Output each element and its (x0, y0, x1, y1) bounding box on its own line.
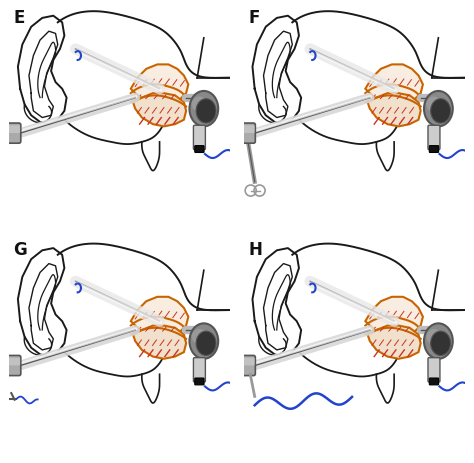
Polygon shape (365, 64, 423, 106)
Polygon shape (133, 325, 186, 359)
Polygon shape (131, 64, 188, 106)
Ellipse shape (196, 99, 216, 123)
Polygon shape (365, 297, 423, 339)
Polygon shape (367, 93, 421, 126)
FancyBboxPatch shape (429, 378, 438, 385)
FancyBboxPatch shape (237, 125, 255, 133)
FancyBboxPatch shape (429, 146, 438, 152)
Ellipse shape (426, 96, 442, 112)
Ellipse shape (190, 323, 218, 359)
FancyBboxPatch shape (193, 125, 205, 150)
FancyBboxPatch shape (193, 357, 205, 382)
Polygon shape (367, 325, 421, 359)
Ellipse shape (424, 323, 453, 359)
Ellipse shape (191, 329, 207, 344)
Ellipse shape (431, 99, 451, 123)
FancyBboxPatch shape (2, 125, 20, 133)
FancyBboxPatch shape (234, 128, 241, 138)
FancyBboxPatch shape (2, 123, 21, 143)
FancyBboxPatch shape (0, 361, 6, 370)
FancyBboxPatch shape (2, 356, 21, 375)
Ellipse shape (196, 331, 216, 356)
FancyBboxPatch shape (195, 378, 204, 385)
FancyBboxPatch shape (237, 356, 255, 375)
FancyBboxPatch shape (234, 361, 241, 370)
Polygon shape (133, 93, 186, 126)
FancyBboxPatch shape (195, 146, 204, 152)
FancyBboxPatch shape (2, 357, 20, 365)
Text: H: H (248, 242, 262, 259)
Ellipse shape (190, 91, 218, 126)
Polygon shape (131, 297, 188, 339)
FancyBboxPatch shape (428, 125, 440, 150)
Ellipse shape (191, 96, 207, 112)
Text: G: G (13, 242, 27, 259)
FancyBboxPatch shape (237, 123, 255, 143)
FancyBboxPatch shape (0, 128, 6, 138)
Ellipse shape (431, 331, 451, 356)
FancyBboxPatch shape (237, 357, 255, 365)
Text: F: F (248, 9, 259, 27)
FancyBboxPatch shape (428, 357, 440, 382)
Ellipse shape (424, 91, 453, 126)
Text: E: E (13, 9, 25, 27)
Ellipse shape (426, 329, 442, 344)
